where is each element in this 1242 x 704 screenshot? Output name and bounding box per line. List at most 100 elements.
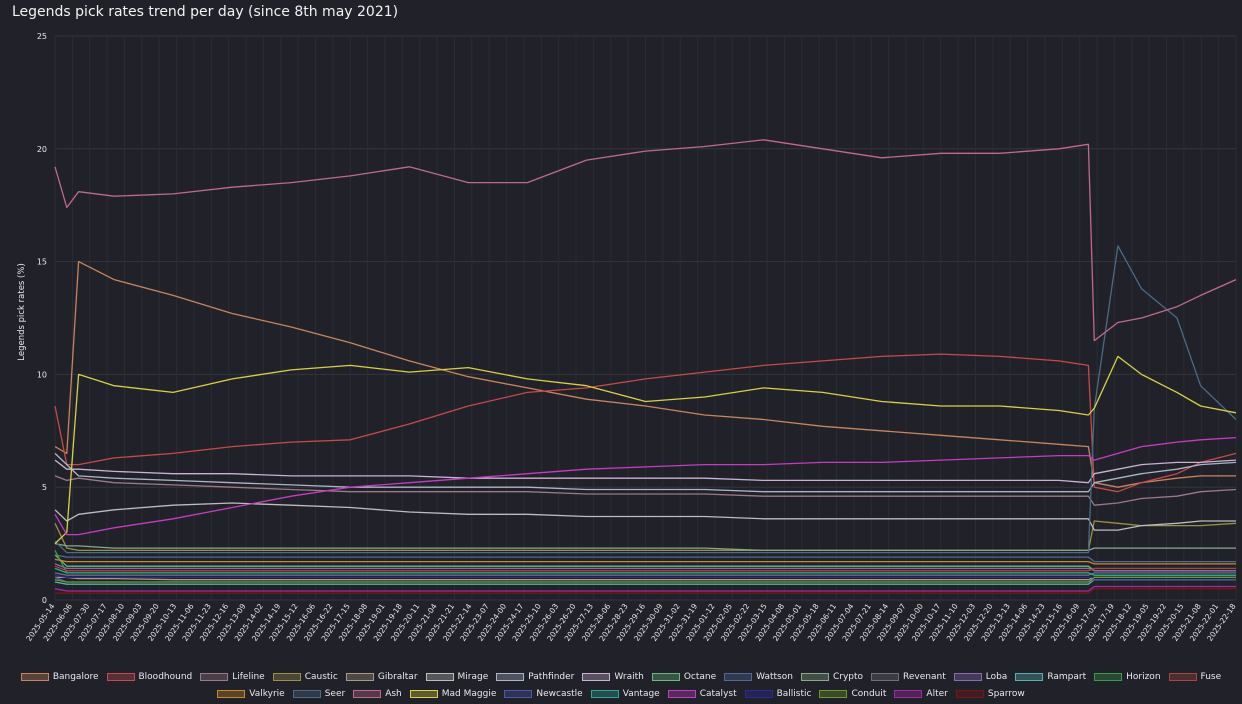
legend-swatch: [819, 689, 848, 698]
legend-item-ballistic[interactable]: Ballistic: [744, 688, 812, 699]
legend-item-pathfinder[interactable]: Pathfinder: [496, 672, 574, 682]
legend-swatch: [651, 672, 680, 681]
legend-item-wattson[interactable]: Wattson: [724, 672, 793, 682]
legend-label: Caustic: [304, 671, 338, 682]
legend-label: Revenant: [903, 671, 946, 682]
series-line-revenant: [54, 572, 1236, 576]
y-tick-label: 5: [42, 483, 47, 492]
legend-swatch: [496, 672, 525, 681]
legend-swatch: [292, 689, 321, 698]
series-line-vantage: [54, 567, 1236, 576]
series-line-wattson: [54, 554, 1236, 563]
legend-swatch: [1015, 672, 1044, 681]
series-line-alter: [54, 585, 1236, 592]
legend-item-conduit[interactable]: Conduit: [819, 689, 886, 699]
legend-item-lifeline[interactable]: Lifeline: [200, 671, 265, 682]
legend-swatch: [744, 689, 773, 698]
legend-item-bloodhound[interactable]: Bloodhound: [106, 671, 193, 682]
legend-swatch: [894, 689, 923, 698]
legend-item-gibraltar[interactable]: Gibraltar: [345, 671, 418, 682]
series-line-pathfinder: [54, 452, 1237, 493]
legend-item-horizon[interactable]: Horizon: [1094, 671, 1161, 682]
legend-item-rampart[interactable]: Rampart: [1015, 672, 1086, 682]
legend-swatch: [409, 689, 438, 698]
legend-label: Fuse: [1200, 671, 1222, 682]
legend-swatch: [800, 672, 829, 681]
series-line-sparrow: [55, 588, 1236, 594]
legend-swatch: [504, 689, 533, 698]
chart-title: Legends pick rates trend per day (since …: [12, 4, 399, 20]
legend-item-newcastle[interactable]: Newcastle: [504, 688, 583, 699]
series-line-ash: [54, 139, 1237, 342]
series-line-mad-maggie: [54, 355, 1237, 545]
y-tick-label: 15: [37, 258, 47, 267]
legend-swatch: [590, 689, 619, 698]
legend-item-alter[interactable]: Alter: [894, 689, 948, 699]
legend-label: Bangalore: [52, 671, 99, 682]
legend-label: Pathfinder: [528, 671, 575, 682]
legend-label: Catalyst: [699, 688, 737, 699]
legend-label: Ballistic: [776, 688, 812, 699]
legend-item-fuse[interactable]: Fuse: [1168, 671, 1222, 682]
legend-swatch: [871, 672, 900, 681]
legend-label: Wraith: [614, 671, 644, 682]
y-tick-label: 20: [37, 145, 47, 154]
legend-item-valkyrie[interactable]: Valkyrie: [217, 688, 285, 699]
series-line-seer: [54, 245, 1237, 554]
legend-swatch: [200, 672, 229, 681]
legend-swatch: [106, 672, 135, 681]
legend-label: Seer: [324, 688, 346, 699]
legend-item-loba[interactable]: Loba: [953, 671, 1008, 682]
legend-row: Valkyrie Seer Ash Mad Maggie Newcastle Vantag…: [0, 685, 1242, 702]
legend-label: Wattson: [756, 671, 793, 682]
series-line-conduit: [54, 576, 1236, 583]
legend-label: Gibraltar: [377, 671, 418, 682]
legend-item-crypto[interactable]: Crypto: [800, 672, 863, 682]
y-tick-label: 0: [42, 596, 47, 605]
legend-item-seer[interactable]: Seer: [292, 688, 346, 699]
x-axis-ticks: 2025-05-142025-06-062025-07-302025-07-17…: [24, 602, 1238, 643]
legend-item-ash[interactable]: Ash: [353, 689, 402, 699]
series-lines: [54, 139, 1237, 594]
legend-swatch: [1168, 672, 1197, 681]
legend-label: Valkyrie: [249, 688, 285, 699]
series-line-wraith: [54, 459, 1237, 484]
y-tick-label: 25: [37, 32, 47, 41]
series-line-bloodhound: [54, 353, 1237, 493]
y-axis-ticks: 0 5 10 15 20 25: [37, 32, 47, 605]
y-tick-label: 10: [37, 370, 47, 379]
series-line-catalyst: [54, 436, 1237, 536]
legend-item-catalyst[interactable]: Catalyst: [667, 688, 737, 699]
legend-label: Newcastle: [536, 688, 583, 699]
legend-swatch: [345, 672, 374, 681]
legend-label: Lifeline: [232, 671, 265, 682]
legend-item-bangalore[interactable]: Bangalore: [20, 671, 99, 682]
legend-item-mirage[interactable]: Mirage: [425, 672, 488, 682]
series-line-crypto: [54, 542, 1236, 552]
legend-label: Octane: [683, 671, 717, 682]
series-line-mirage: [54, 502, 1236, 531]
legend-item-wraith[interactable]: Wraith: [582, 671, 644, 682]
legend-label: Mad Maggie: [441, 688, 497, 699]
legend-swatch: [20, 672, 49, 681]
legend-item-sparrow[interactable]: Sparrow: [955, 689, 1025, 699]
legend: Bangalore Bloodhound Lifeline Caustic Gibral…: [0, 668, 1242, 702]
series-line-caustic: [54, 520, 1237, 552]
legend-item-vantage[interactable]: Vantage: [590, 689, 660, 699]
legend-item-mad-maggie[interactable]: Mad Maggie: [409, 688, 497, 699]
legend-row: Bangalore Bloodhound Lifeline Caustic Gibral…: [0, 668, 1242, 685]
legend-swatch: [353, 689, 382, 698]
series-line-valkyrie: [54, 558, 1236, 565]
legend-label: Loba: [985, 671, 1008, 682]
gridlines: [54, 35, 1237, 601]
legend-swatch: [955, 689, 984, 698]
legend-label: Horizon: [1126, 671, 1161, 682]
legend-item-revenant[interactable]: Revenant: [871, 672, 946, 682]
legend-item-octane[interactable]: Octane: [651, 671, 717, 682]
legend-label: Bloodhound: [138, 671, 193, 682]
line-chart: 0 5 10 15 20 25 2025-05-142025-06-062025-07-3…: [17, 32, 1238, 643]
legend-swatch: [425, 672, 454, 681]
series-line-lifeline: [54, 475, 1237, 506]
legend-item-caustic[interactable]: Caustic: [272, 671, 338, 682]
series-line-loba: [54, 563, 1236, 572]
